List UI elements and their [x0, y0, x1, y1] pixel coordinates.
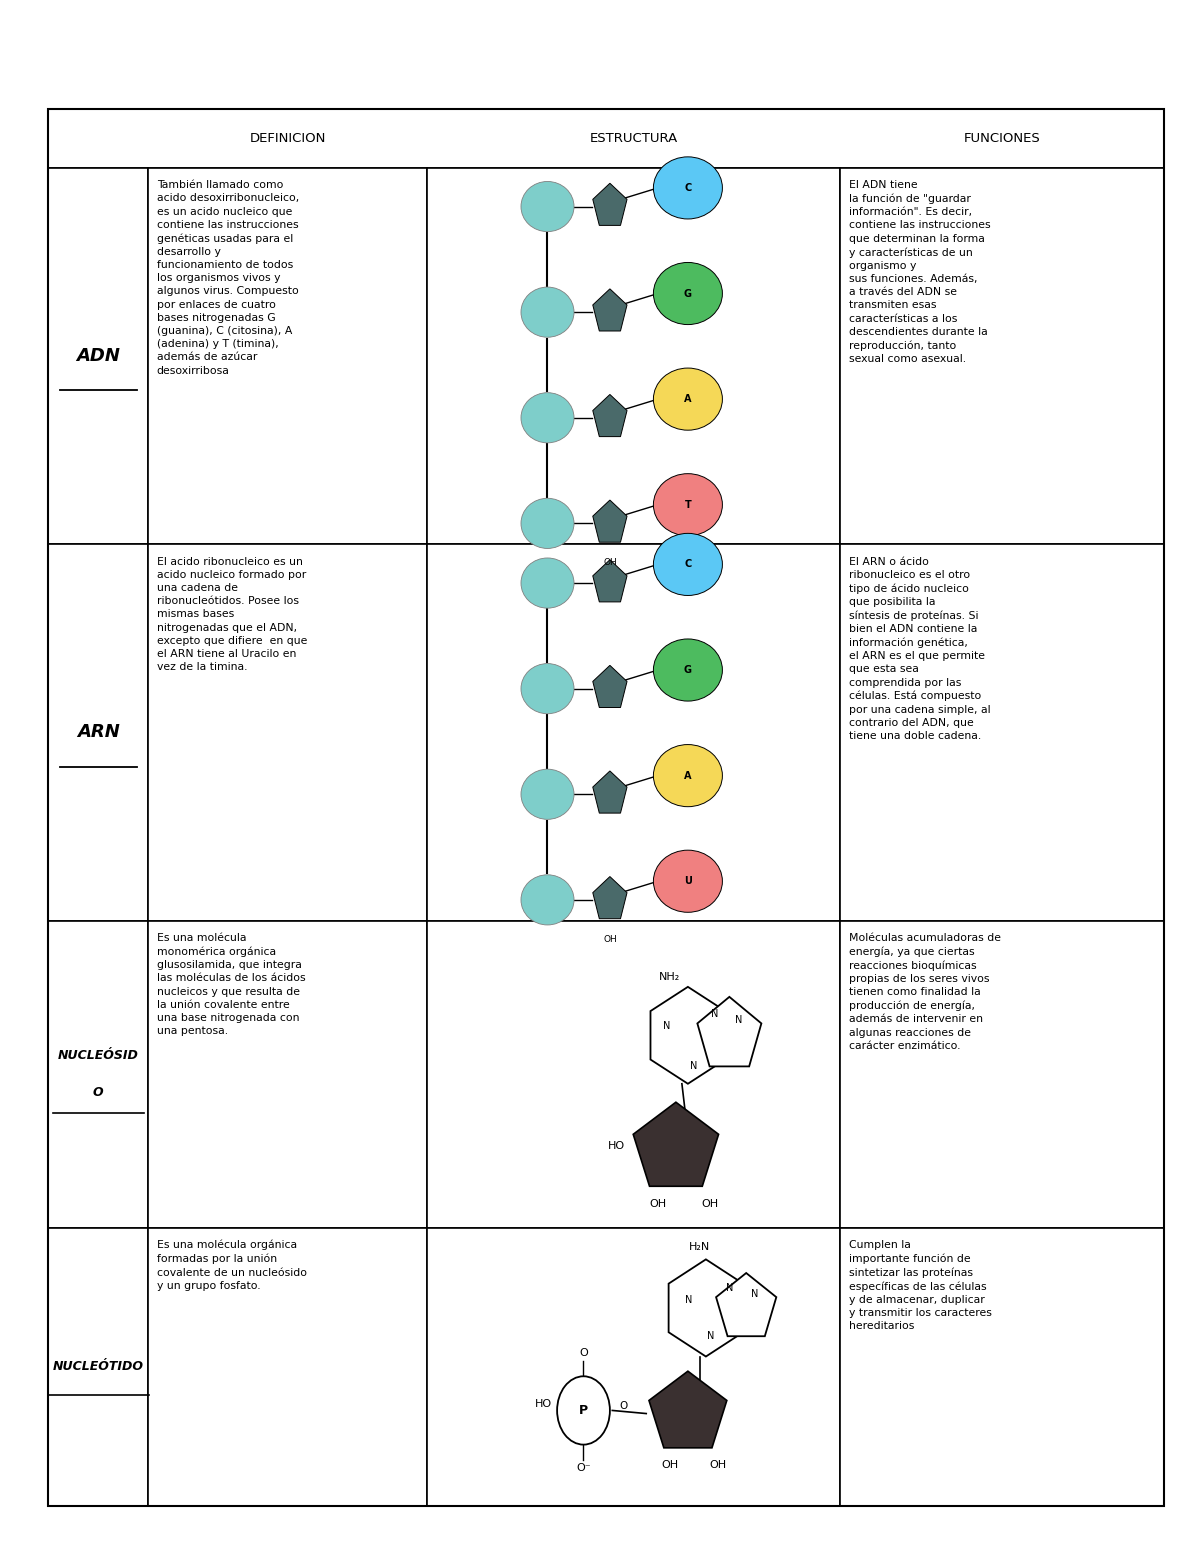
Text: El ADN tiene
la función de "guardar
información". Es decir,
contiene las instruc: El ADN tiene la función de "guardar info… — [848, 180, 990, 363]
Ellipse shape — [521, 393, 574, 443]
Bar — [149, 1227, 427, 1506]
Ellipse shape — [653, 744, 722, 806]
Text: O: O — [580, 1348, 588, 1357]
Ellipse shape — [521, 287, 574, 337]
Text: También llamado como
acido desoxirribonucleico,
es un acido nucleico que
contien: También llamado como acido desoxirribonu… — [157, 180, 299, 376]
Polygon shape — [593, 770, 628, 814]
Ellipse shape — [653, 849, 722, 912]
Bar — [48, 544, 149, 921]
Ellipse shape — [521, 874, 574, 926]
Text: ESTRUCTURA: ESTRUCTURA — [589, 132, 678, 144]
Text: P: P — [578, 1404, 588, 1416]
Polygon shape — [593, 500, 628, 542]
Bar — [840, 168, 1164, 544]
Text: N: N — [726, 1283, 733, 1292]
Text: C: C — [684, 183, 691, 193]
Text: C: C — [684, 559, 691, 570]
Polygon shape — [716, 1273, 776, 1336]
Bar — [48, 1227, 149, 1506]
Text: El acido ribonucleico es un
acido nucleico formado por
una cadena de
ribonucleót: El acido ribonucleico es un acido nuclei… — [157, 556, 307, 672]
Text: HO: HO — [607, 1140, 625, 1151]
Text: ARN: ARN — [77, 724, 120, 741]
Ellipse shape — [521, 558, 574, 609]
Bar — [840, 544, 1164, 921]
Text: U: U — [684, 876, 692, 887]
Text: A: A — [684, 770, 691, 781]
Text: El ARN o ácido
ribonucleico es el otro
tipo de ácido nucleico
que posibilita la
: El ARN o ácido ribonucleico es el otro t… — [848, 556, 990, 741]
Polygon shape — [593, 394, 628, 436]
Bar — [48, 168, 149, 544]
Ellipse shape — [653, 474, 722, 536]
Text: OH: OH — [709, 1460, 726, 1471]
Text: H₂N: H₂N — [689, 1242, 710, 1252]
Text: OH: OH — [661, 1460, 678, 1471]
Text: T: T — [684, 500, 691, 509]
Polygon shape — [697, 997, 761, 1067]
Text: NUCLEÓTIDO: NUCLEÓTIDO — [53, 1360, 144, 1373]
Bar — [48, 109, 1164, 168]
Text: Es una molécula orgánica
formadas por la unión
covalente de un nucleósido
y un g: Es una molécula orgánica formadas por la… — [157, 1239, 307, 1291]
Polygon shape — [593, 183, 628, 225]
Polygon shape — [593, 559, 628, 603]
Bar — [149, 544, 427, 921]
Text: OH: OH — [604, 935, 617, 944]
Text: N: N — [736, 1014, 743, 1025]
Text: OH: OH — [649, 1199, 666, 1208]
Polygon shape — [593, 665, 628, 708]
Text: HO: HO — [535, 1399, 552, 1409]
Bar — [149, 921, 427, 1227]
Polygon shape — [649, 1371, 727, 1447]
Text: DEFINICION: DEFINICION — [250, 132, 326, 144]
Ellipse shape — [653, 157, 722, 219]
Text: FUNCIONES: FUNCIONES — [964, 132, 1040, 144]
Text: A: A — [684, 394, 691, 404]
Text: G: G — [684, 289, 692, 298]
Text: N: N — [751, 1289, 758, 1298]
Text: N: N — [707, 1331, 714, 1340]
Bar — [149, 168, 427, 544]
Ellipse shape — [653, 262, 722, 325]
Bar — [427, 1227, 840, 1506]
Bar — [840, 921, 1164, 1227]
Text: Cumplen la
importante función de
sintetizar las proteínas
específicas de las cél: Cumplen la importante función de sinteti… — [848, 1239, 991, 1331]
Text: OH: OH — [604, 558, 617, 567]
Bar — [427, 544, 840, 921]
Text: N: N — [690, 1061, 697, 1072]
Text: O: O — [619, 1401, 628, 1410]
Text: N: N — [685, 1295, 692, 1305]
Polygon shape — [593, 289, 628, 331]
Text: Es una molécula
monomérica orgánica
glusosilamida, que integra
las moléculas de : Es una molécula monomérica orgánica glus… — [157, 933, 306, 1036]
Text: O⁻: O⁻ — [576, 1463, 590, 1474]
Polygon shape — [593, 876, 628, 919]
Polygon shape — [650, 986, 725, 1084]
Ellipse shape — [653, 533, 722, 595]
Text: Moléculas acumuladoras de
energía, ya que ciertas
reacciones bioquímicas
propias: Moléculas acumuladoras de energía, ya qu… — [848, 933, 1001, 1051]
Ellipse shape — [653, 368, 722, 430]
Text: O: O — [92, 1086, 103, 1100]
Text: NH₂: NH₂ — [659, 972, 680, 981]
Ellipse shape — [521, 499, 574, 548]
Text: ADN: ADN — [77, 346, 120, 365]
Text: N: N — [662, 1020, 670, 1031]
Text: N: N — [710, 1008, 718, 1019]
Text: OH: OH — [701, 1199, 718, 1208]
Ellipse shape — [521, 769, 574, 820]
Polygon shape — [634, 1103, 719, 1186]
Text: G: G — [684, 665, 692, 676]
Ellipse shape — [521, 182, 574, 231]
Bar — [840, 1227, 1164, 1506]
Bar — [427, 921, 840, 1227]
Text: NUCLEÓSID: NUCLEÓSID — [58, 1048, 139, 1062]
Ellipse shape — [521, 663, 574, 714]
Bar — [48, 921, 149, 1227]
Ellipse shape — [653, 638, 722, 700]
Circle shape — [557, 1376, 610, 1444]
Polygon shape — [668, 1259, 743, 1356]
Bar — [427, 168, 840, 544]
